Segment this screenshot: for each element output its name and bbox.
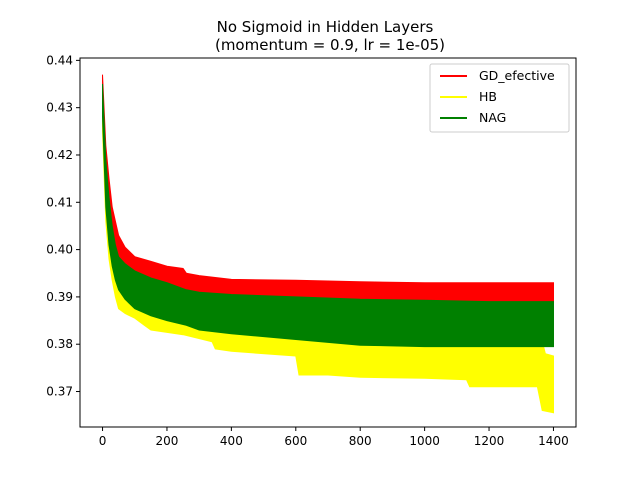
y-axis: 0.37 0.38 0.39 0.40 0.41 0.42 0.43 0.44 (46, 53, 80, 399)
y-tick-label: 0.42 (46, 148, 73, 162)
y-tick-label: 0.37 (46, 385, 73, 399)
chart-title: No Sigmoid in Hidden Layers (217, 18, 434, 36)
legend-label-nag: NAG (479, 110, 506, 125)
y-tick-label: 0.44 (46, 53, 73, 67)
series-band-nag (102, 83, 554, 348)
legend-label-gd: GD_efective (479, 68, 555, 83)
y-tick-label: 0.43 (46, 101, 73, 115)
x-tick-label: 0 (99, 434, 107, 448)
x-tick-label: 1400 (538, 434, 569, 448)
series-layer (102, 74, 554, 414)
x-tick-label: 200 (156, 434, 179, 448)
legend-box (429, 63, 570, 133)
series-band-hb (102, 102, 554, 414)
y-tick-label: 0.41 (46, 195, 73, 209)
chart-subtitle: (momentum = 0.9, lr = 1e-05) (215, 36, 445, 54)
x-tick-label: 1200 (474, 434, 505, 448)
x-tick-label: 800 (349, 434, 372, 448)
y-tick-label: 0.39 (46, 290, 73, 304)
x-tick-label: 1000 (409, 434, 440, 448)
x-tick-label: 600 (284, 434, 307, 448)
y-tick-label: 0.38 (46, 337, 73, 351)
legend: GD_efective HB NAG (429, 63, 570, 133)
legend-label-hb: HB (479, 89, 497, 104)
x-axis: 0 200 400 600 800 1000 1200 1400 (99, 427, 569, 448)
y-tick-label: 0.40 (46, 243, 73, 257)
x-tick-label: 400 (220, 434, 243, 448)
plot-frame (79, 57, 577, 428)
